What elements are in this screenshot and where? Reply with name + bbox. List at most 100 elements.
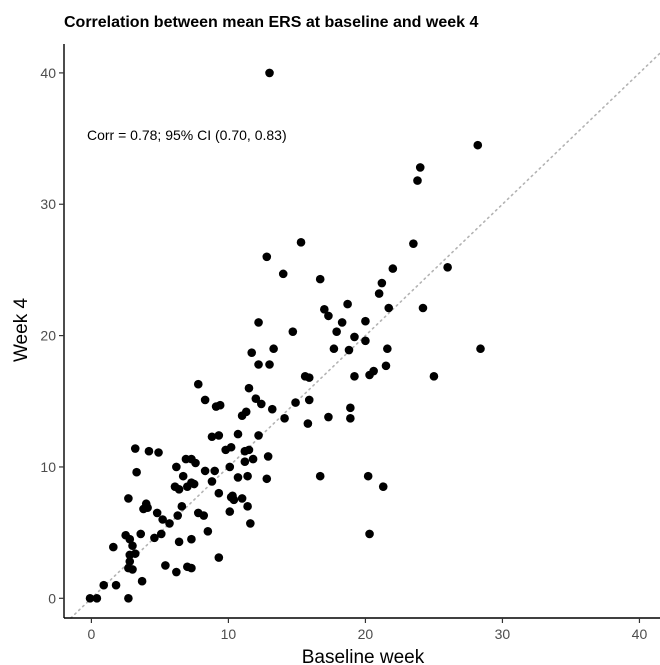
data-point — [296, 238, 306, 247]
data-point — [237, 411, 247, 421]
data-point — [374, 289, 384, 298]
chart-title: Correlation between mean ERS at baseline… — [64, 14, 478, 31]
data-point — [200, 466, 210, 476]
data-point — [240, 457, 250, 466]
data-point — [125, 550, 135, 560]
data-point — [303, 419, 313, 428]
data-point — [124, 563, 133, 573]
data-point — [337, 318, 347, 327]
data-point — [350, 372, 359, 381]
data-point — [346, 414, 355, 423]
data-point — [225, 462, 235, 472]
data-point — [226, 492, 236, 502]
data-point — [363, 471, 373, 481]
data-point — [125, 557, 135, 566]
data-point — [158, 515, 167, 524]
data-point — [247, 348, 257, 357]
data-point — [181, 454, 191, 464]
data-point — [191, 458, 200, 468]
x-tick-label: 10 — [221, 626, 237, 642]
data-point — [173, 511, 183, 520]
data-point — [193, 379, 203, 389]
data-point — [183, 482, 192, 491]
data-point — [262, 252, 272, 262]
data-point — [262, 474, 272, 484]
data-point — [332, 327, 341, 336]
data-point — [409, 239, 418, 248]
data-point — [237, 494, 247, 503]
data-point — [265, 360, 274, 369]
data-point — [132, 467, 141, 477]
data-point — [124, 494, 133, 503]
data-point — [443, 263, 452, 272]
data-point — [315, 471, 325, 481]
data-point — [383, 344, 392, 354]
data-point — [200, 395, 210, 405]
correlation-annotation: Corr = 0.78; 95% CI (0.70, 0.83) — [87, 127, 287, 143]
data-point — [136, 529, 146, 539]
data-point — [288, 327, 298, 336]
data-point — [257, 399, 266, 409]
data-point — [214, 488, 224, 498]
data-point — [150, 533, 159, 543]
data-point — [304, 373, 314, 382]
data-point — [254, 431, 263, 440]
data-point — [178, 471, 188, 481]
identity-reference-line — [70, 52, 660, 619]
data-point — [177, 502, 187, 511]
data-point — [248, 454, 258, 464]
data-point — [254, 318, 263, 327]
data-point — [156, 529, 166, 539]
data-point — [381, 361, 391, 371]
data-point — [161, 561, 170, 570]
data-point — [361, 316, 370, 326]
data-point — [346, 403, 355, 413]
x-tick-label: 20 — [358, 626, 374, 642]
data-point — [199, 511, 209, 520]
x-tick-label: 0 — [88, 626, 96, 642]
data-point — [128, 541, 137, 551]
data-point — [137, 576, 147, 586]
data-point — [415, 163, 425, 172]
data-point — [343, 299, 352, 309]
data-point — [85, 594, 95, 603]
data-point — [172, 567, 181, 577]
data-point — [291, 398, 300, 407]
data-point — [413, 176, 422, 185]
y-tick-label: 0 — [48, 590, 56, 606]
data-point — [388, 264, 398, 273]
data-point — [233, 473, 243, 482]
axes: 0 10 20 30 40 0 10 20 30 40 — [40, 44, 660, 642]
data-point — [172, 462, 181, 472]
data-point — [124, 594, 133, 603]
reference-line-layer — [70, 52, 660, 619]
data-point — [473, 140, 483, 150]
data-point — [243, 502, 252, 511]
data-point — [221, 445, 230, 455]
data-point — [174, 537, 184, 547]
data-point — [315, 274, 325, 284]
data-point — [254, 360, 263, 369]
x-tick-label: 40 — [632, 626, 648, 642]
data-point — [265, 68, 274, 78]
y-tick-label: 30 — [40, 196, 56, 212]
data-point — [278, 269, 288, 279]
data-point — [170, 482, 180, 491]
data-point — [154, 448, 163, 457]
data-point — [139, 504, 148, 514]
y-tick-label: 10 — [40, 459, 56, 475]
data-point — [418, 303, 428, 313]
data-point — [187, 563, 196, 573]
data-points — [85, 68, 485, 603]
data-point — [203, 527, 213, 536]
data-point — [99, 580, 109, 590]
x-axis-label: Baseline week — [302, 647, 425, 665]
data-point — [344, 345, 354, 355]
data-point — [304, 395, 314, 405]
data-point — [111, 580, 121, 590]
data-point — [365, 370, 374, 380]
data-point — [130, 444, 140, 453]
data-point — [476, 344, 485, 354]
data-point — [125, 534, 135, 544]
